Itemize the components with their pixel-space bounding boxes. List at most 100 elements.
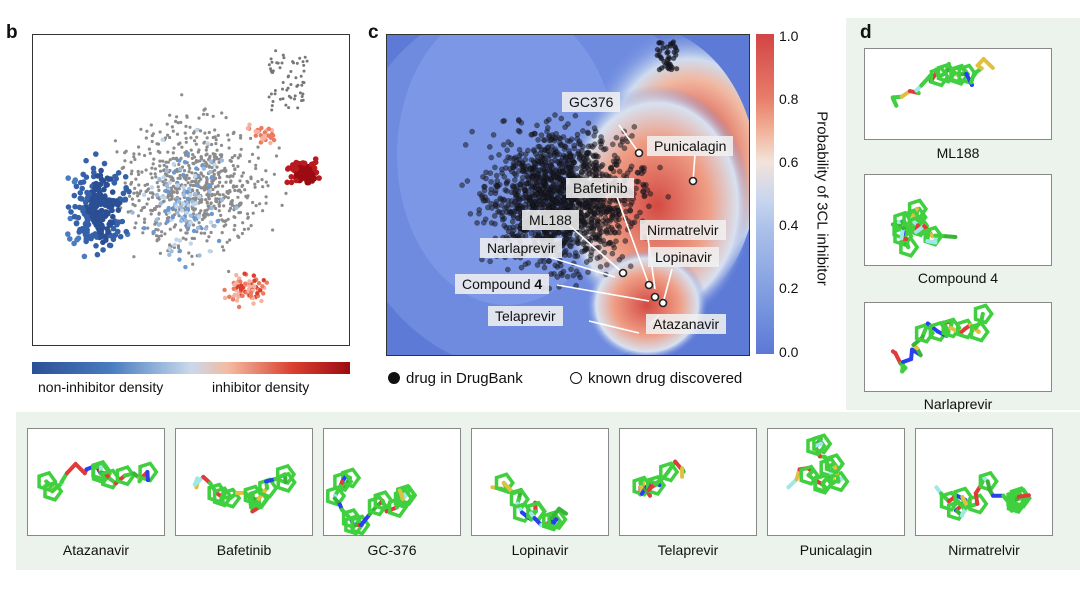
scatter-point <box>75 235 82 241</box>
scatter-point <box>238 179 242 183</box>
drug-point <box>482 197 489 204</box>
drug-point <box>588 249 595 255</box>
scatter-point <box>300 99 303 103</box>
scatter-point <box>149 172 153 176</box>
scatter-point <box>143 183 147 187</box>
scatter-point <box>182 160 188 165</box>
drug-point <box>660 45 666 51</box>
scatter-point <box>181 236 185 240</box>
molecule-image <box>490 472 568 532</box>
ring <box>512 501 534 524</box>
scatter-point <box>158 130 162 134</box>
legend-inhibitor-density: inhibitor density <box>212 379 310 395</box>
drug-point <box>528 183 534 190</box>
scatter-point <box>73 183 80 190</box>
scatter-point <box>161 180 165 184</box>
drug-point <box>654 52 660 58</box>
scatter-point <box>286 86 290 90</box>
scatter-point <box>188 166 192 170</box>
scatter-point <box>199 231 203 235</box>
drug-point <box>522 201 529 208</box>
scatter-point <box>220 218 224 222</box>
scatter-point <box>253 182 257 186</box>
scatter-point <box>123 228 130 235</box>
drug-point <box>462 142 469 148</box>
scatter-point <box>224 180 228 184</box>
scatter-point <box>220 111 224 115</box>
caption-ml188: ML188 <box>936 145 980 161</box>
scatter-point <box>232 228 236 232</box>
scatter-point <box>174 204 179 209</box>
drug-point <box>567 243 574 250</box>
drug-point <box>646 203 652 210</box>
scatter-point <box>137 172 141 177</box>
scatter-point <box>255 291 260 296</box>
scatter-point <box>158 150 162 155</box>
scatter-point <box>191 262 195 266</box>
drug-point <box>568 266 574 273</box>
scatter-point <box>93 194 100 201</box>
drug-point <box>544 125 551 131</box>
drug-point <box>516 146 523 153</box>
scatter-point <box>217 209 221 213</box>
drug-point <box>512 194 519 201</box>
bond <box>359 512 372 527</box>
ring <box>978 470 999 493</box>
scatter-point <box>214 138 218 142</box>
scatter-point <box>232 292 238 297</box>
scatter-point <box>101 160 108 167</box>
scatter-point <box>284 103 288 107</box>
scatter-point <box>191 223 196 227</box>
structure-telaprevir <box>619 428 757 536</box>
drug-point <box>599 171 606 178</box>
drug-point <box>560 168 567 175</box>
scatter-point <box>221 184 225 188</box>
scatter-point <box>128 194 132 198</box>
drug-point <box>544 183 550 190</box>
scatter-point <box>144 136 148 140</box>
scatter-point <box>150 176 154 180</box>
drug-point <box>613 238 619 245</box>
scatter-point <box>225 174 229 178</box>
scatter-point <box>110 225 117 232</box>
drug-point <box>531 198 538 205</box>
drug-point <box>578 169 585 176</box>
scatter-point <box>261 209 265 213</box>
scatter-point <box>81 253 88 260</box>
scatter-point <box>236 195 240 199</box>
scatter-point <box>190 179 194 183</box>
drug-point <box>552 262 559 269</box>
drug-point <box>577 154 583 161</box>
scatter-point <box>262 130 267 135</box>
drug-point <box>518 264 525 271</box>
scatter-point <box>172 242 177 247</box>
drug-point <box>563 236 569 242</box>
scatter-point <box>264 169 268 173</box>
drug-point <box>488 200 495 207</box>
scatter-point <box>177 257 182 262</box>
scatter-point <box>181 192 186 197</box>
drug-point <box>503 158 509 164</box>
scatter-point <box>177 248 183 254</box>
scatter-point <box>209 206 214 211</box>
drug-point <box>601 249 608 256</box>
panel-label-c: c <box>368 22 379 43</box>
scatter-point <box>247 284 252 289</box>
drug-point <box>491 213 498 219</box>
scatter-point <box>223 166 227 170</box>
structure-punicalagin <box>767 428 905 536</box>
scatter-point <box>275 61 279 65</box>
scatter-point <box>268 140 273 146</box>
scatter-point <box>258 288 263 293</box>
drug-point <box>577 209 584 216</box>
drug-point <box>616 224 623 230</box>
scatter-point <box>145 129 149 133</box>
drug-point <box>592 236 599 242</box>
scatter-point <box>75 214 82 221</box>
drug-point <box>596 233 603 240</box>
scatter-point <box>95 225 101 231</box>
drug-point <box>668 66 675 73</box>
scatter-point <box>277 146 281 150</box>
drug-point <box>493 183 500 189</box>
scatter-point <box>109 207 115 214</box>
